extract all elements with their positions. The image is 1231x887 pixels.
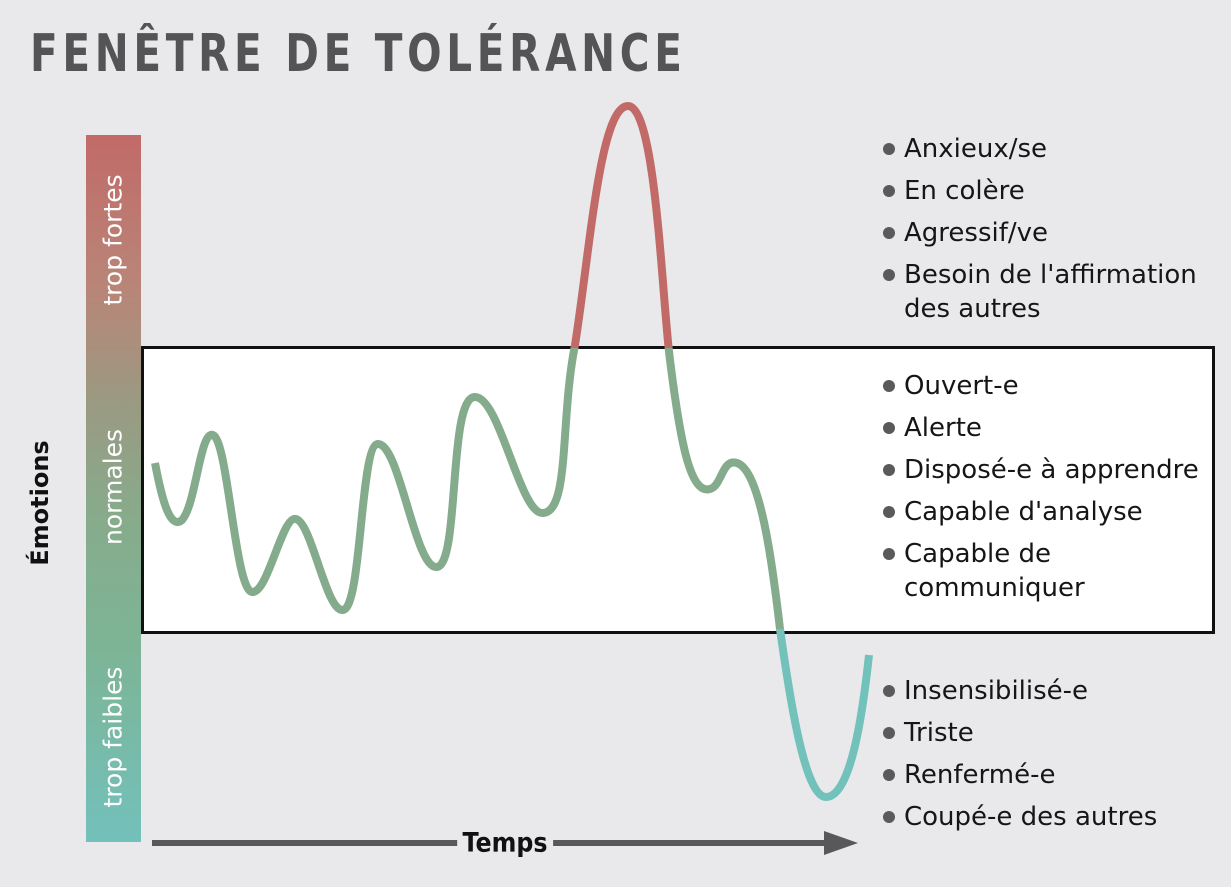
x-axis-label: Temps [457,827,553,859]
list-item: Insensibilisé-e [882,670,1157,712]
list-item: Capable d'analyse [882,491,1199,533]
emotion-gradient-bar [86,135,141,842]
bullet-icon [883,727,895,739]
bullet-icon [883,464,895,476]
list-item: Alerte [882,407,1199,449]
list-item: Anxieux/se [882,128,1204,170]
list-item: Triste [882,712,1157,754]
list-high-emotions: Anxieux/se En colère Agressif/ve Besoin … [882,128,1204,326]
list-item: Disposé-e à apprendre [882,449,1199,491]
list-item: Capable de communiquer [882,533,1124,605]
time-arrow-head-icon [824,831,858,855]
list-item: Ouvert-e [882,365,1199,407]
list-item: En colère [882,170,1204,212]
list-normal-emotions: Ouvert-e Alerte Disposé-e à apprendre Ca… [882,365,1199,605]
bullet-icon [883,506,895,518]
list-item: Agressif/ve [882,212,1204,254]
list-item: Renfermé-e [882,754,1157,796]
list-item: Besoin de l'affirmation des autres [882,254,1204,326]
bullet-icon [883,227,895,239]
bullet-icon [883,685,895,697]
bullet-icon [883,769,895,781]
diagram-title: FENÊTRE DE TOLÉRANCE [30,24,687,84]
bullet-icon [883,548,895,560]
bullet-icon [883,143,895,155]
bullet-icon [883,269,895,281]
curve-segment-normal [155,106,869,797]
list-item: Coupé-e des autres [882,796,1157,838]
list-low-emotions: Insensibilisé-e Triste Renfermé-e Coupé-… [882,670,1157,838]
bullet-icon [883,380,895,392]
bullet-icon [883,422,895,434]
bullet-icon [883,185,895,197]
bullet-icon [883,811,895,823]
